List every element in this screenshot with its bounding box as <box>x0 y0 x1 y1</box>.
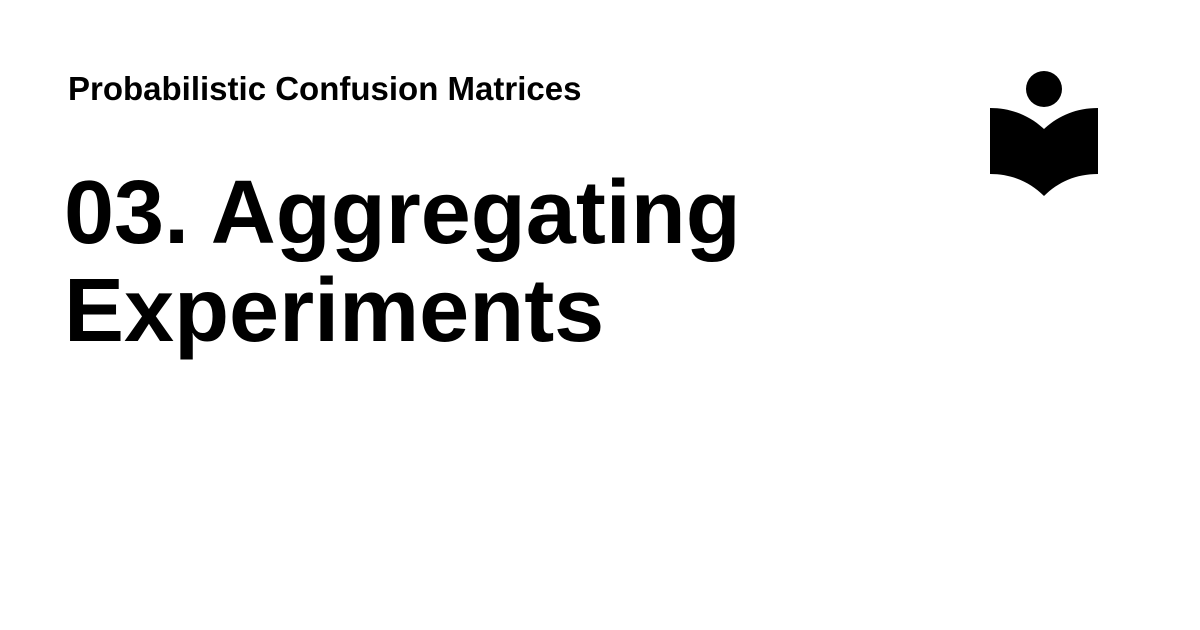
site-title: Probabilistic Confusion Matrices <box>68 70 582 107</box>
reading-person-book-icon <box>990 71 1098 196</box>
page-title: 03. Aggregating Experiments <box>64 163 741 361</box>
site-logo <box>988 70 1100 198</box>
